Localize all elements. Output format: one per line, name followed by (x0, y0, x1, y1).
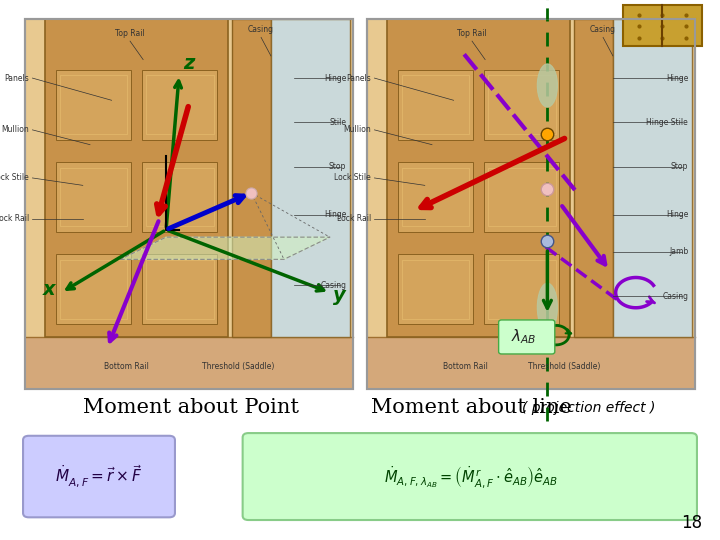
Text: 18: 18 (681, 514, 702, 532)
Bar (398, 162, 473, 232)
Text: z: z (183, 54, 194, 73)
Text: Mullion: Mullion (1, 125, 29, 134)
Text: Panels: Panels (4, 73, 29, 83)
Bar (367, 19, 695, 389)
Bar (60, 260, 127, 319)
Text: Jamb: Jamb (669, 247, 688, 256)
Text: Hinge: Hinge (666, 211, 688, 219)
Bar (60, 167, 127, 226)
FancyBboxPatch shape (23, 436, 175, 517)
Bar (488, 167, 556, 226)
Bar (146, 260, 214, 319)
Text: Hinge: Hinge (324, 73, 346, 83)
Text: Casing: Casing (248, 25, 274, 35)
Bar (56, 162, 131, 232)
Text: Threshold (Saddle): Threshold (Saddle) (528, 362, 600, 371)
Bar (271, 19, 349, 337)
Text: Lock Stile: Lock Stile (334, 173, 371, 183)
Bar (387, 19, 570, 337)
Bar (56, 70, 131, 140)
Text: Casing: Casing (662, 292, 688, 301)
Bar (56, 254, 131, 325)
Text: Hinge: Hinge (324, 211, 346, 219)
Text: Mullion: Mullion (343, 125, 371, 134)
Bar (232, 19, 271, 337)
Text: Bottom Rail: Bottom Rail (104, 362, 149, 371)
Text: $\dot{M}_{A,F}^{\,} = \vec{r} \times \vec{F}$: $\dot{M}_{A,F}^{\,} = \vec{r} \times \ve… (55, 464, 143, 490)
Bar (484, 70, 559, 140)
Text: Moment about Point: Moment about Point (83, 398, 299, 417)
Bar (484, 254, 559, 325)
Polygon shape (120, 237, 330, 259)
Text: Lock Rail: Lock Rail (336, 214, 371, 223)
Bar (398, 70, 473, 140)
Bar (45, 19, 228, 337)
Text: $\dot{M}_{A,F,\lambda_{AB}} = \left(\dot{M}_{A,F}^{\,r} \cdot \hat{e}_{AB}\right: $\dot{M}_{A,F,\lambda_{AB}} = \left(\dot… (384, 464, 559, 490)
Text: Stop: Stop (671, 163, 688, 171)
Text: $\lambda_{AB}$: $\lambda_{AB}$ (511, 328, 537, 346)
Bar (402, 167, 469, 226)
Bar (613, 19, 691, 337)
Text: Hinge: Hinge (666, 73, 688, 83)
Text: Top Rail: Top Rail (457, 29, 487, 38)
Bar (402, 260, 469, 319)
Bar (484, 162, 559, 232)
FancyBboxPatch shape (499, 320, 555, 354)
Text: x: x (43, 280, 56, 299)
Text: Moment about line: Moment about line (371, 398, 572, 417)
Text: y: y (333, 286, 346, 305)
Ellipse shape (537, 283, 557, 332)
Bar (367, 337, 695, 389)
Bar (398, 254, 473, 325)
Bar (146, 76, 214, 134)
Text: Casing: Casing (320, 281, 346, 290)
Text: Top Rail: Top Rail (115, 29, 145, 38)
Ellipse shape (537, 64, 557, 107)
Bar (60, 76, 127, 134)
Text: Bottom Rail: Bottom Rail (443, 362, 488, 371)
Text: Threshold (Saddle): Threshold (Saddle) (202, 362, 274, 371)
Bar (574, 19, 613, 337)
Bar (488, 260, 556, 319)
Bar (367, 19, 695, 389)
Bar (146, 167, 214, 226)
Text: Lock Rail: Lock Rail (0, 214, 29, 223)
Bar (142, 162, 217, 232)
Text: Stop: Stop (329, 163, 346, 171)
Bar (142, 254, 217, 325)
Bar (25, 19, 353, 389)
Text: Stile: Stile (329, 118, 346, 127)
Bar (25, 337, 353, 389)
Text: Hinge Stile: Hinge Stile (647, 118, 688, 127)
Bar (142, 70, 217, 140)
Text: ( projection effect ): ( projection effect ) (522, 401, 655, 415)
Bar (402, 76, 469, 134)
Text: Casing: Casing (590, 25, 616, 35)
Bar (488, 76, 556, 134)
Text: Panels: Panels (346, 73, 371, 83)
Bar (623, 5, 702, 46)
Text: Lock Stile: Lock Stile (0, 173, 29, 183)
FancyBboxPatch shape (243, 433, 697, 520)
Bar (25, 19, 353, 389)
